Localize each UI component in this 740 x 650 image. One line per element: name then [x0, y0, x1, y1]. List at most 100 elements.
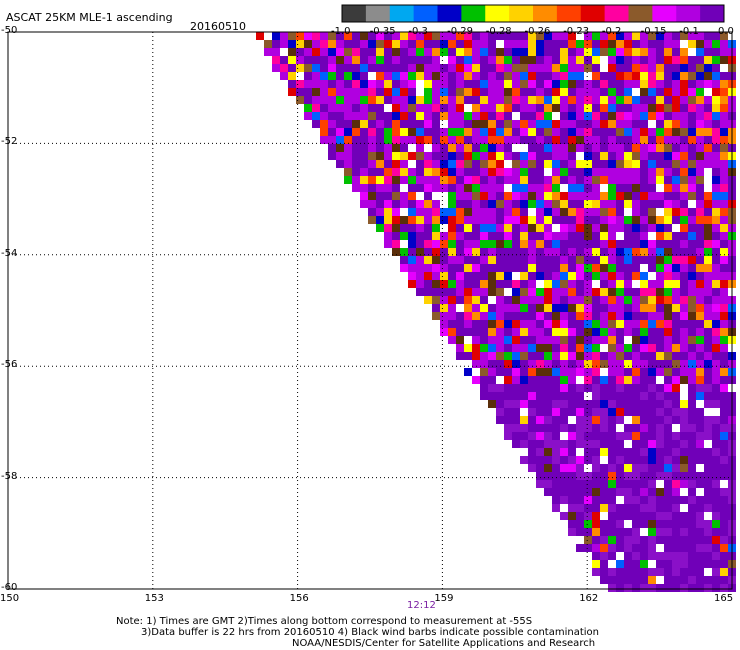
heatmap-cell: [688, 120, 696, 128]
colorbar-label: -0.1: [679, 26, 699, 37]
heatmap-cell: [680, 264, 688, 272]
heatmap-cell: [408, 112, 416, 120]
heatmap-cell: [512, 336, 520, 344]
heatmap-cell: [592, 176, 600, 184]
heatmap-cell: [536, 312, 544, 320]
heatmap-cell: [376, 144, 384, 152]
heatmap-cell: [392, 104, 400, 112]
heatmap-cell: [520, 328, 528, 336]
heatmap-cell: [688, 88, 696, 96]
heatmap-cell: [544, 112, 552, 120]
heatmap-cell: [584, 136, 592, 144]
heatmap-cell: [656, 256, 664, 264]
heatmap-cell: [672, 328, 680, 336]
heatmap-cell: [464, 312, 472, 320]
heatmap-cell: [472, 40, 480, 48]
heatmap-cell: [496, 408, 504, 416]
heatmap-cell: [616, 504, 624, 512]
heatmap-cell: [400, 32, 408, 40]
heatmap-cell: [592, 328, 600, 336]
heatmap-cell: [352, 72, 360, 80]
heatmap-cell: [448, 32, 456, 40]
heatmap-cell: [496, 352, 504, 360]
heatmap-cell: [512, 224, 520, 232]
heatmap-cell: [648, 48, 656, 56]
heatmap-cell: [592, 416, 600, 424]
heatmap-cell: [288, 56, 296, 64]
heatmap-cell: [408, 168, 416, 176]
heatmap-cell: [568, 264, 576, 272]
heatmap-cell: [608, 352, 616, 360]
heatmap-cell: [656, 336, 664, 344]
heatmap-cell: [488, 32, 496, 40]
heatmap-cell: [632, 48, 640, 56]
heatmap-cell: [640, 480, 648, 488]
heatmap-cell: [664, 256, 672, 264]
heatmap-cell: [672, 352, 680, 360]
heatmap-cell: [712, 32, 720, 40]
heatmap-cell: [560, 272, 568, 280]
heatmap-cell: [504, 400, 512, 408]
heatmap-cell: [448, 264, 456, 272]
heatmap-cell: [480, 120, 488, 128]
heatmap-cell: [640, 528, 648, 536]
heatmap-cell: [544, 384, 552, 392]
heatmap-cell: [552, 96, 560, 104]
heatmap-cell: [592, 504, 600, 512]
heatmap-cell: [400, 136, 408, 144]
heatmap-cell: [504, 216, 512, 224]
heatmap-cell: [696, 576, 704, 584]
heatmap-cell: [544, 368, 552, 376]
heatmap-cell: [584, 168, 592, 176]
heatmap-cell: [720, 400, 728, 408]
heatmap-cell: [416, 224, 424, 232]
heatmap-cell: [496, 200, 504, 208]
heatmap-cell: [544, 192, 552, 200]
heatmap-cell: [632, 232, 640, 240]
heatmap-cell: [488, 48, 496, 56]
heatmap-cell: [704, 336, 712, 344]
heatmap-cell: [464, 136, 472, 144]
heatmap-cell: [720, 296, 728, 304]
heatmap-cell: [600, 496, 608, 504]
heatmap-cell: [496, 344, 504, 352]
heatmap-cell: [520, 88, 528, 96]
heatmap-cell: [672, 408, 680, 416]
heatmap-cell: [320, 104, 328, 112]
heatmap-cell: [464, 248, 472, 256]
heatmap-cell: [624, 88, 632, 96]
heatmap-cell: [640, 176, 648, 184]
heatmap-cell: [680, 312, 688, 320]
heatmap-cell: [320, 128, 328, 136]
heatmap-cell: [720, 192, 728, 200]
heatmap-cell: [640, 56, 648, 64]
heatmap-cell: [656, 192, 664, 200]
heatmap-cell: [496, 56, 504, 64]
heatmap-cell: [584, 440, 592, 448]
heatmap-cell: [360, 152, 368, 160]
heatmap-cell: [672, 432, 680, 440]
heatmap-cell: [584, 96, 592, 104]
heatmap-cell: [480, 208, 488, 216]
heatmap-cell: [680, 552, 688, 560]
heatmap-cell: [440, 48, 448, 56]
heatmap-cell: [696, 464, 704, 472]
heatmap-cell: [664, 72, 672, 80]
heatmap-cell: [672, 104, 680, 112]
heatmap-cell: [624, 160, 632, 168]
heatmap-cell: [472, 360, 480, 368]
heatmap-cell: [632, 120, 640, 128]
heatmap-cell: [624, 408, 632, 416]
heatmap-cell: [400, 152, 408, 160]
heatmap-cell: [576, 112, 584, 120]
heatmap-cell: [560, 288, 568, 296]
heatmap-cell: [632, 240, 640, 248]
heatmap-cell: [480, 192, 488, 200]
heatmap-cell: [344, 112, 352, 120]
heatmap-cell: [720, 520, 728, 528]
heatmap-cell: [456, 32, 464, 40]
heatmap-cell: [640, 288, 648, 296]
heatmap-cell: [496, 192, 504, 200]
heatmap-cell: [520, 264, 528, 272]
heatmap-cell: [432, 248, 440, 256]
